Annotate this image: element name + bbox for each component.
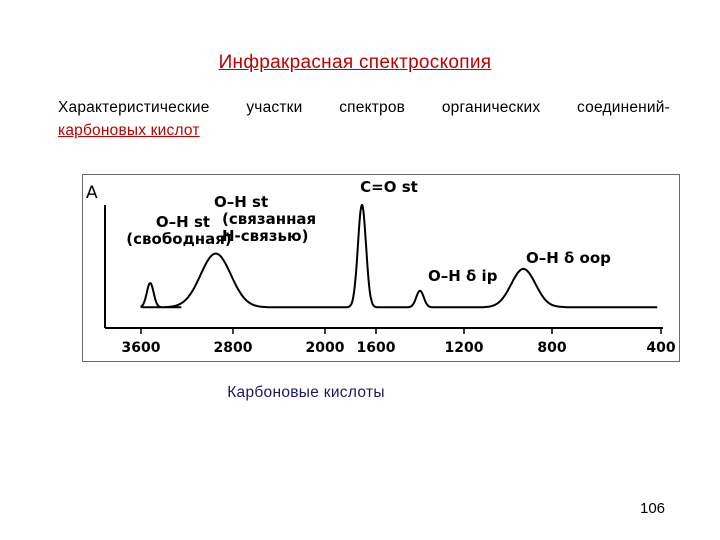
peak-label: O–H st	[156, 213, 210, 231]
slide-title: Инфракрасная спектроскопия	[218, 52, 492, 73]
spectrum-line	[140, 203, 658, 309]
x-tick-label: 800	[537, 340, 566, 356]
subtitle-line-1: Характеристические участки спектров орга…	[58, 99, 670, 116]
peak-label: O–H δ ip	[428, 267, 498, 285]
x-tick-label: 2000	[306, 340, 345, 356]
x-tick-label: 1600	[357, 340, 396, 356]
peak-label: O–H δ oop	[526, 249, 611, 267]
x-tick-label: 3600	[122, 340, 161, 356]
subtitle-line-2: карбоновых кислот	[58, 122, 200, 139]
figure-caption: Карбоновые кислоты	[227, 384, 385, 401]
peak-label: H-связью)	[222, 227, 308, 245]
peak-label: (свободная)	[126, 230, 231, 248]
x-tick-label: 2800	[214, 340, 253, 356]
x-tick-label: 400	[646, 340, 675, 356]
peak-label: C=O st	[360, 178, 418, 196]
page-number: 106	[640, 500, 666, 517]
ir-spectrum-figure: A 3600 2800 2000 1600 1200 800 400 O–H st (свобод…	[82, 174, 680, 362]
peak-label: O–H st	[214, 193, 268, 211]
x-tick-label: 1200	[445, 340, 484, 356]
peak-label: (связанная	[222, 210, 316, 228]
y-axis-label: A	[86, 183, 98, 203]
